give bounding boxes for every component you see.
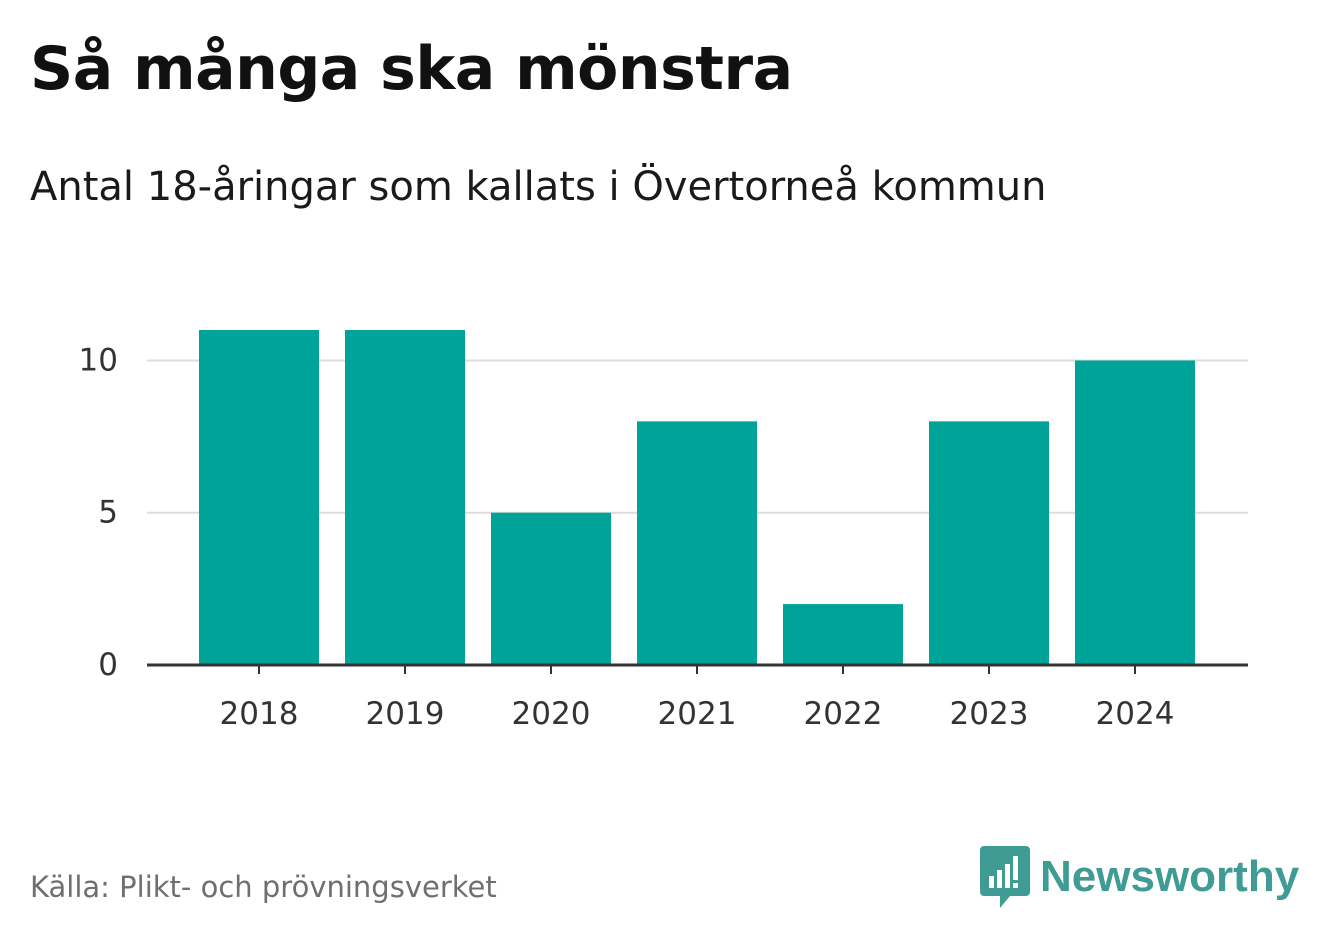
y-tick-label: 5: [98, 495, 118, 531]
chart-title: Så många ska mönstra: [30, 34, 793, 104]
brand-logo: Newsworthy: [980, 846, 1299, 908]
bar: [1075, 360, 1195, 665]
brand-name: Newsworthy: [1040, 852, 1300, 901]
y-tick-label: 10: [79, 342, 118, 378]
x-tick-label: 2023: [950, 696, 1029, 732]
x-tick-label: 2018: [220, 696, 299, 732]
source-note: Källa: Plikt- och prövningsverket: [30, 870, 497, 904]
x-tick-label: 2020: [512, 696, 591, 732]
chart-subtitle: Antal 18-åringar som kallats i Övertorne…: [30, 164, 1047, 210]
x-tick-label: 2022: [804, 696, 883, 732]
bar: [783, 604, 903, 665]
bar: [345, 330, 465, 665]
x-tick-label: 2021: [658, 696, 737, 732]
newsworthy-logo-icon: [980, 846, 1030, 908]
bar: [929, 421, 1049, 665]
y-tick-label: 0: [98, 647, 118, 683]
x-tick-label: 2019: [366, 696, 445, 732]
bar: [637, 421, 757, 665]
bar: [199, 330, 319, 665]
bar: [491, 512, 611, 665]
x-tick-label: 2024: [1096, 696, 1175, 732]
